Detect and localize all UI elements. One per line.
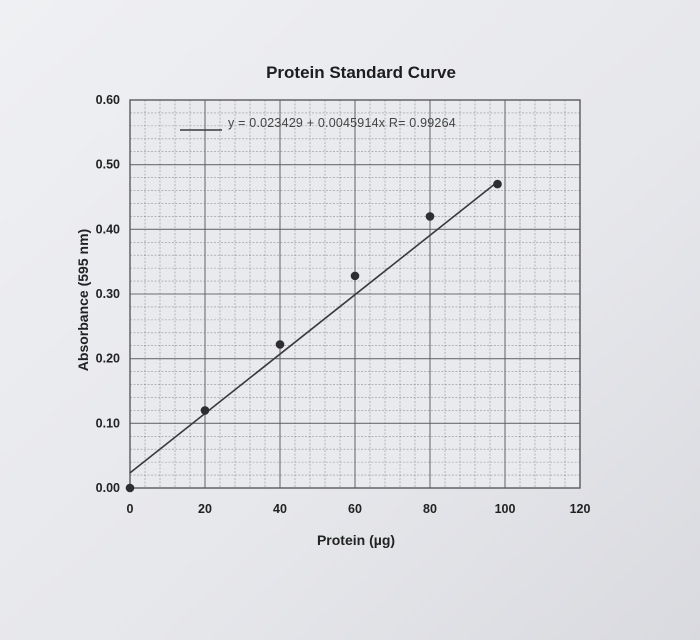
y-tick-label: 0.60 xyxy=(96,93,120,107)
y-tick-label: 0.20 xyxy=(96,352,120,366)
x-tick-label: 120 xyxy=(570,502,591,516)
x-tick-label: 40 xyxy=(273,502,287,516)
x-tick-label: 0 xyxy=(127,502,134,516)
tick-labels: 0 20 40 60 80 100 120 0.00 0.10 0.20 0.30 0.40 0.50 0… xyxy=(96,93,591,516)
x-tick-label: 80 xyxy=(423,502,437,516)
data-point xyxy=(350,271,360,281)
y-tick-label: 0.40 xyxy=(96,222,120,236)
chart-title: Protein Standard Curve xyxy=(266,63,456,82)
x-axis-label: Protein (µg) xyxy=(317,532,395,548)
y-tick-label: 0.50 xyxy=(96,158,120,172)
data-point xyxy=(275,340,285,349)
data-point xyxy=(125,483,135,493)
fit-line xyxy=(129,181,498,474)
data-point xyxy=(425,212,435,221)
y-tick-label: 0.00 xyxy=(96,481,120,495)
x-tick-label: 60 xyxy=(348,502,362,516)
data-point xyxy=(200,406,210,415)
x-tick-label: 100 xyxy=(495,502,516,516)
fit-line-layer xyxy=(129,129,498,474)
y-axis-label: Absorbance (595 nm) xyxy=(75,229,91,371)
data-point xyxy=(493,179,502,189)
x-tick-label: 20 xyxy=(198,502,212,516)
data-points xyxy=(125,179,502,493)
fit-equation: y = 0.023429 + 0.0045914x R= 0.99264 xyxy=(228,116,456,130)
y-tick-label: 0.10 xyxy=(96,416,120,430)
y-tick-label: 0.30 xyxy=(96,287,120,301)
